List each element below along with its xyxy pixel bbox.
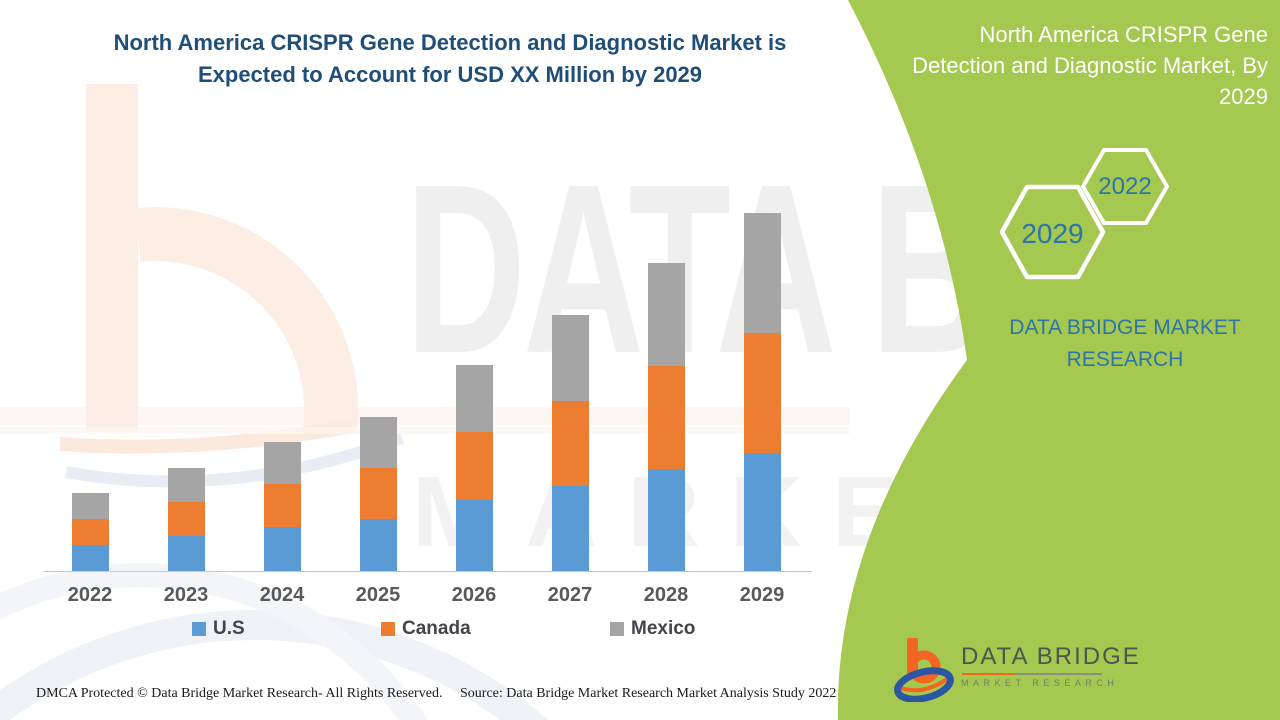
footer-source-text: Source: Data Bridge Market Research Mark… [460,686,837,701]
legend-swatch-icon [610,622,624,636]
bar-segment-mexico-2027 [551,315,589,401]
legend-item-us: U.S [192,618,245,640]
bar-segment-canada-2029 [743,333,781,453]
hexagon-2029-label: 2029 [1021,218,1084,249]
bar-segment-mexico-2028 [647,263,685,366]
bar-segment-mexico-2022 [71,493,109,519]
x-axis-label-2028: 2028 [643,584,689,606]
bar-segment-canada-2027 [551,401,589,486]
legend-swatch-icon [192,622,206,636]
legend: U.S Canada Mexico [192,618,695,640]
logo-subtitle-text: MARKET RESEARCH [961,678,1119,689]
brand-logo: DATA BRIDGE MARKET RESEARCH [893,636,1139,706]
bar-chart: 2022 2023 2024 2025 2026 2027 2028 2029 [43,213,812,606]
bar-segment-canada-2026 [455,432,493,500]
bar-segment-canada-2024 [263,484,301,527]
legend-label: Mexico [631,618,696,639]
x-axis-label-2029: 2029 [739,584,785,606]
hexagon-2022-label: 2022 [1098,173,1152,200]
legend-label: Canada [402,618,471,639]
page-title: North America CRISPR Gene Detection and … [113,30,787,87]
bar-segment-us-2026 [455,500,493,571]
data-bridge-logo-icon [894,638,954,702]
bar-segment-us-2028 [647,469,685,571]
x-axis-label-2026: 2026 [451,584,497,606]
side-panel-title: North America CRISPR Gene Detection and … [912,22,1268,109]
legend-item-canada: Canada [381,618,471,640]
bar-segment-mexico-2029 [743,213,781,333]
bar-segment-mexico-2026 [455,365,493,432]
bar-segment-canada-2023 [167,502,205,536]
bar-segment-canada-2028 [647,366,685,469]
bar-segment-us-2025 [359,519,397,571]
legend-label: U.S [213,618,245,639]
watermark-peach-band [0,407,850,425]
footer-dmca-text: DMCA Protected © Data Bridge Market Rese… [36,686,443,701]
side-panel-brand-text: DATA BRIDGE MARKET RESEARCH [1009,316,1241,371]
bar-segment-canada-2022 [71,519,109,545]
logo-divider [962,673,1102,676]
bar-segment-us-2027 [551,486,589,571]
watermark-peach-band-2 [0,427,850,434]
legend-item-mexico: Mexico [610,618,695,640]
x-axis-label-2027: 2027 [547,584,593,606]
logo-name-text: DATA BRIDGE [961,643,1141,670]
legend-swatch-icon [381,622,395,636]
bar-segment-us-2029 [743,453,781,571]
